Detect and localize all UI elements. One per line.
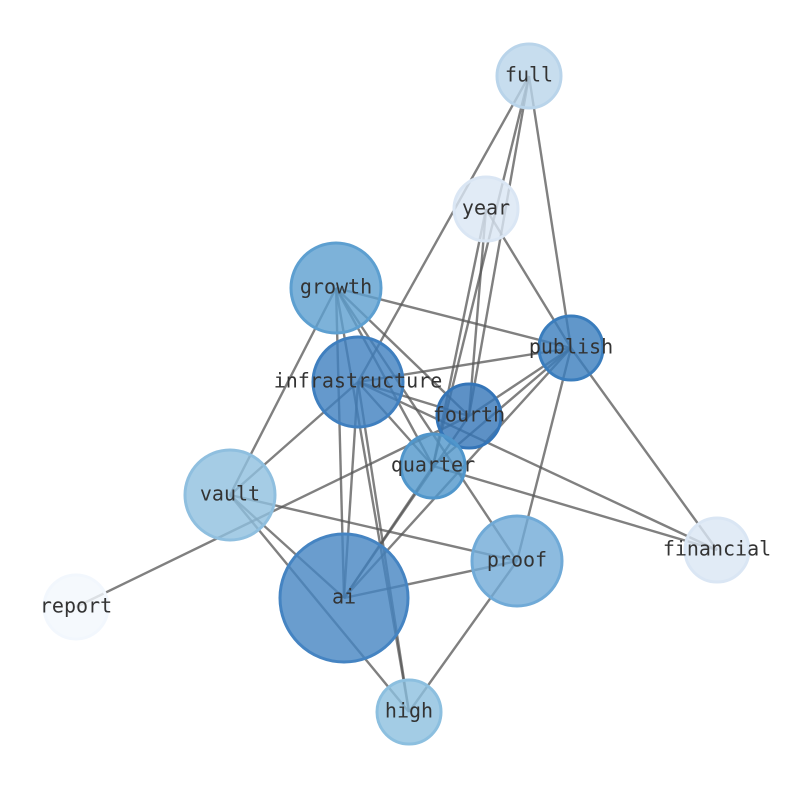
node (452, 175, 520, 243)
node (537, 314, 605, 382)
node (311, 335, 405, 429)
edge (467, 208, 488, 417)
edge (432, 464, 718, 552)
node (495, 42, 563, 110)
node (289, 241, 383, 335)
node-label: proof (487, 548, 547, 572)
node (470, 514, 564, 608)
edge (467, 75, 531, 417)
node-label: financial (663, 537, 771, 561)
node-label: vault (200, 482, 260, 506)
node (183, 448, 277, 542)
node-label: full (505, 63, 553, 87)
edge (334, 287, 519, 562)
node (375, 678, 443, 746)
nodes: full year growth publish infrastructure fourt… (40, 42, 771, 746)
node-label: ai (332, 585, 356, 609)
node-label: year (462, 196, 510, 220)
node (399, 432, 467, 500)
edge (527, 75, 573, 349)
node-label: quarter (391, 453, 475, 477)
node-label: publish (529, 335, 613, 359)
edge (356, 75, 531, 383)
edge (570, 347, 718, 551)
node (435, 382, 503, 450)
node (683, 516, 751, 584)
node (42, 573, 110, 641)
edge (229, 493, 518, 563)
edge (357, 380, 718, 552)
node-label: report (40, 594, 112, 618)
node-label: high (385, 699, 433, 723)
node-label: infrastructure (274, 369, 443, 393)
node-label: fourth (433, 403, 505, 427)
node (278, 532, 410, 664)
node-label: growth (300, 275, 372, 299)
